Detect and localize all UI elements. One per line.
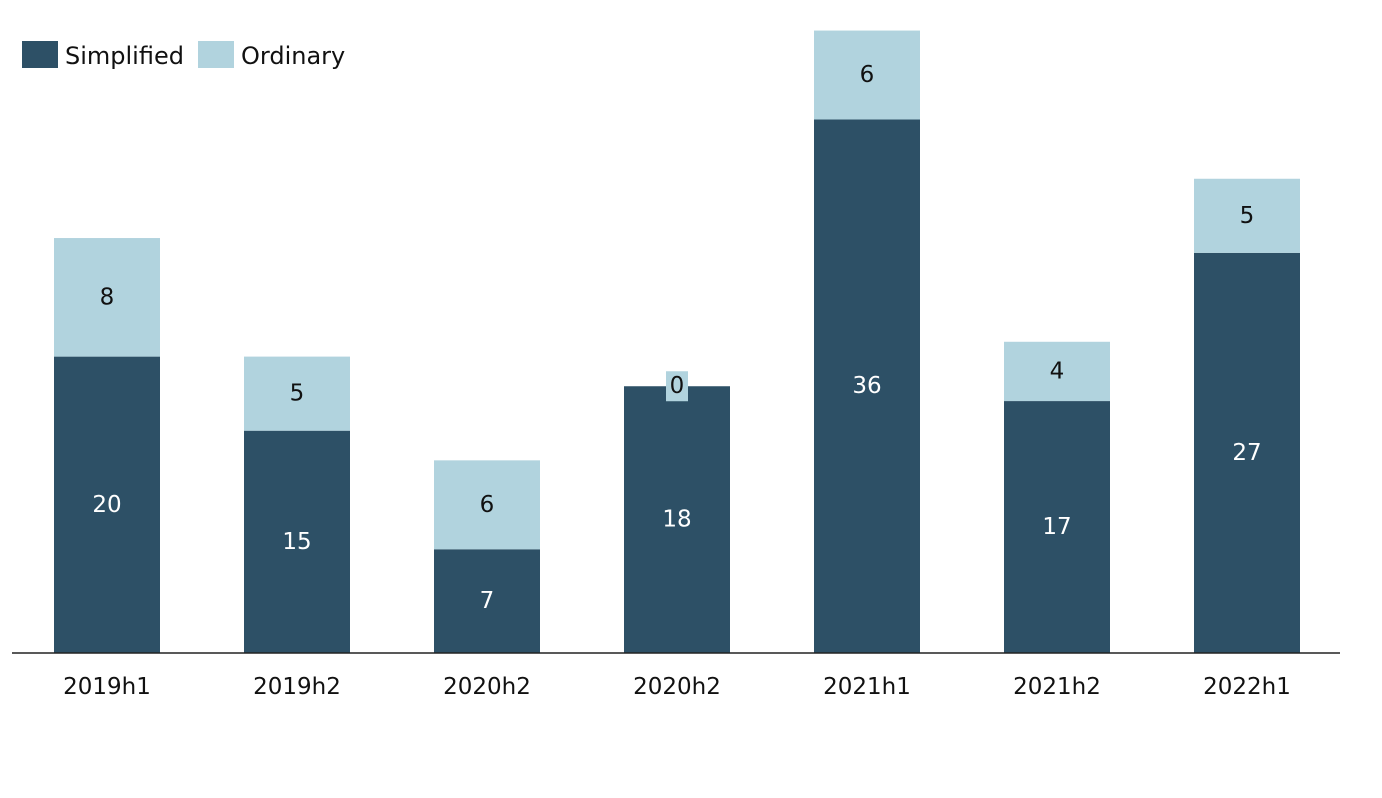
data-label-simplified-2019h2: 15 xyxy=(282,529,311,555)
bars xyxy=(54,30,1300,654)
x-tick-labels: 2019h1 2019h2 2020h2 2020h2 2021h1 2021h2 2022… xyxy=(63,674,1291,700)
data-label-ordinary-2021h1: 6 xyxy=(860,62,875,88)
bar-simplified-2022h1 xyxy=(1194,252,1300,654)
data-label-bg-ordinary-2020h2 xyxy=(666,371,688,402)
data-label-simplified-2020h2: 7 xyxy=(480,588,495,614)
bar-simplified-2020h2 xyxy=(434,549,540,653)
bar-ordinary-2019h1 xyxy=(54,238,160,357)
bar-simplified-2021h2 xyxy=(1004,401,1110,653)
bar-ordinary-2019h2 xyxy=(244,356,350,431)
bar-ordinary-2022h1 xyxy=(1194,178,1300,253)
data-label-ordinary-2019h2: 5 xyxy=(290,381,305,407)
data-label-ordinary-2020h2: 0 xyxy=(670,373,685,399)
data-label-simplified-2021h1: 36 xyxy=(852,373,881,399)
legend-swatch-ordinary xyxy=(198,41,234,68)
x-tick-label: 2020h2 xyxy=(443,674,531,700)
legend-label-ordinary: Ordinary xyxy=(241,42,345,70)
bar-ordinary-2020h2 xyxy=(434,460,540,550)
bar-simplified-2019h1 xyxy=(54,356,160,653)
x-tick-label: 2019h2 xyxy=(253,674,341,700)
data-label-simplified-2019h1: 20 xyxy=(92,492,121,518)
bar-ordinary-2021h2 xyxy=(1004,341,1110,402)
x-tick-label: 2020h2 xyxy=(633,674,721,700)
legend: Simplified Ordinary xyxy=(22,41,345,70)
x-tick-label: 2022h1 xyxy=(1203,674,1291,700)
legend-swatch-simplified xyxy=(22,41,58,68)
data-label-simplified-2020h2: 18 xyxy=(662,507,691,533)
data-label-ordinary-2022h1: 5 xyxy=(1240,203,1255,229)
data-label-simplified-2022h1: 27 xyxy=(1232,440,1261,466)
data-label-ordinary-2019h1: 8 xyxy=(100,284,115,310)
bar-simplified-2020h2 xyxy=(624,386,730,653)
x-tick-label: 2021h2 xyxy=(1013,674,1101,700)
data-label-ordinary-2020h2: 6 xyxy=(480,492,495,518)
data-label-simplified-2021h2: 17 xyxy=(1042,514,1071,540)
x-tick-label: 2021h1 xyxy=(823,674,911,700)
legend-label-simplified: Simplified xyxy=(65,42,184,70)
data-label-ordinary-2021h2: 4 xyxy=(1050,358,1065,384)
bar-ordinary-2021h1 xyxy=(814,30,920,120)
x-tick-label: 2019h1 xyxy=(63,674,151,700)
bar-simplified-2021h1 xyxy=(814,119,920,654)
bar-simplified-2019h2 xyxy=(244,430,350,653)
bar-labels: 20 8 15 5 7 6 18 0 36 6 17 4 27 5 xyxy=(92,62,1261,614)
